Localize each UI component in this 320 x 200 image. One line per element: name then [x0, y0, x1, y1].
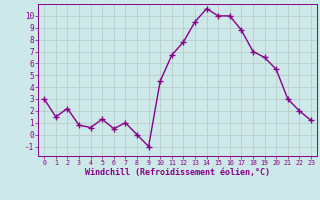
X-axis label: Windchill (Refroidissement éolien,°C): Windchill (Refroidissement éolien,°C) — [85, 168, 270, 177]
